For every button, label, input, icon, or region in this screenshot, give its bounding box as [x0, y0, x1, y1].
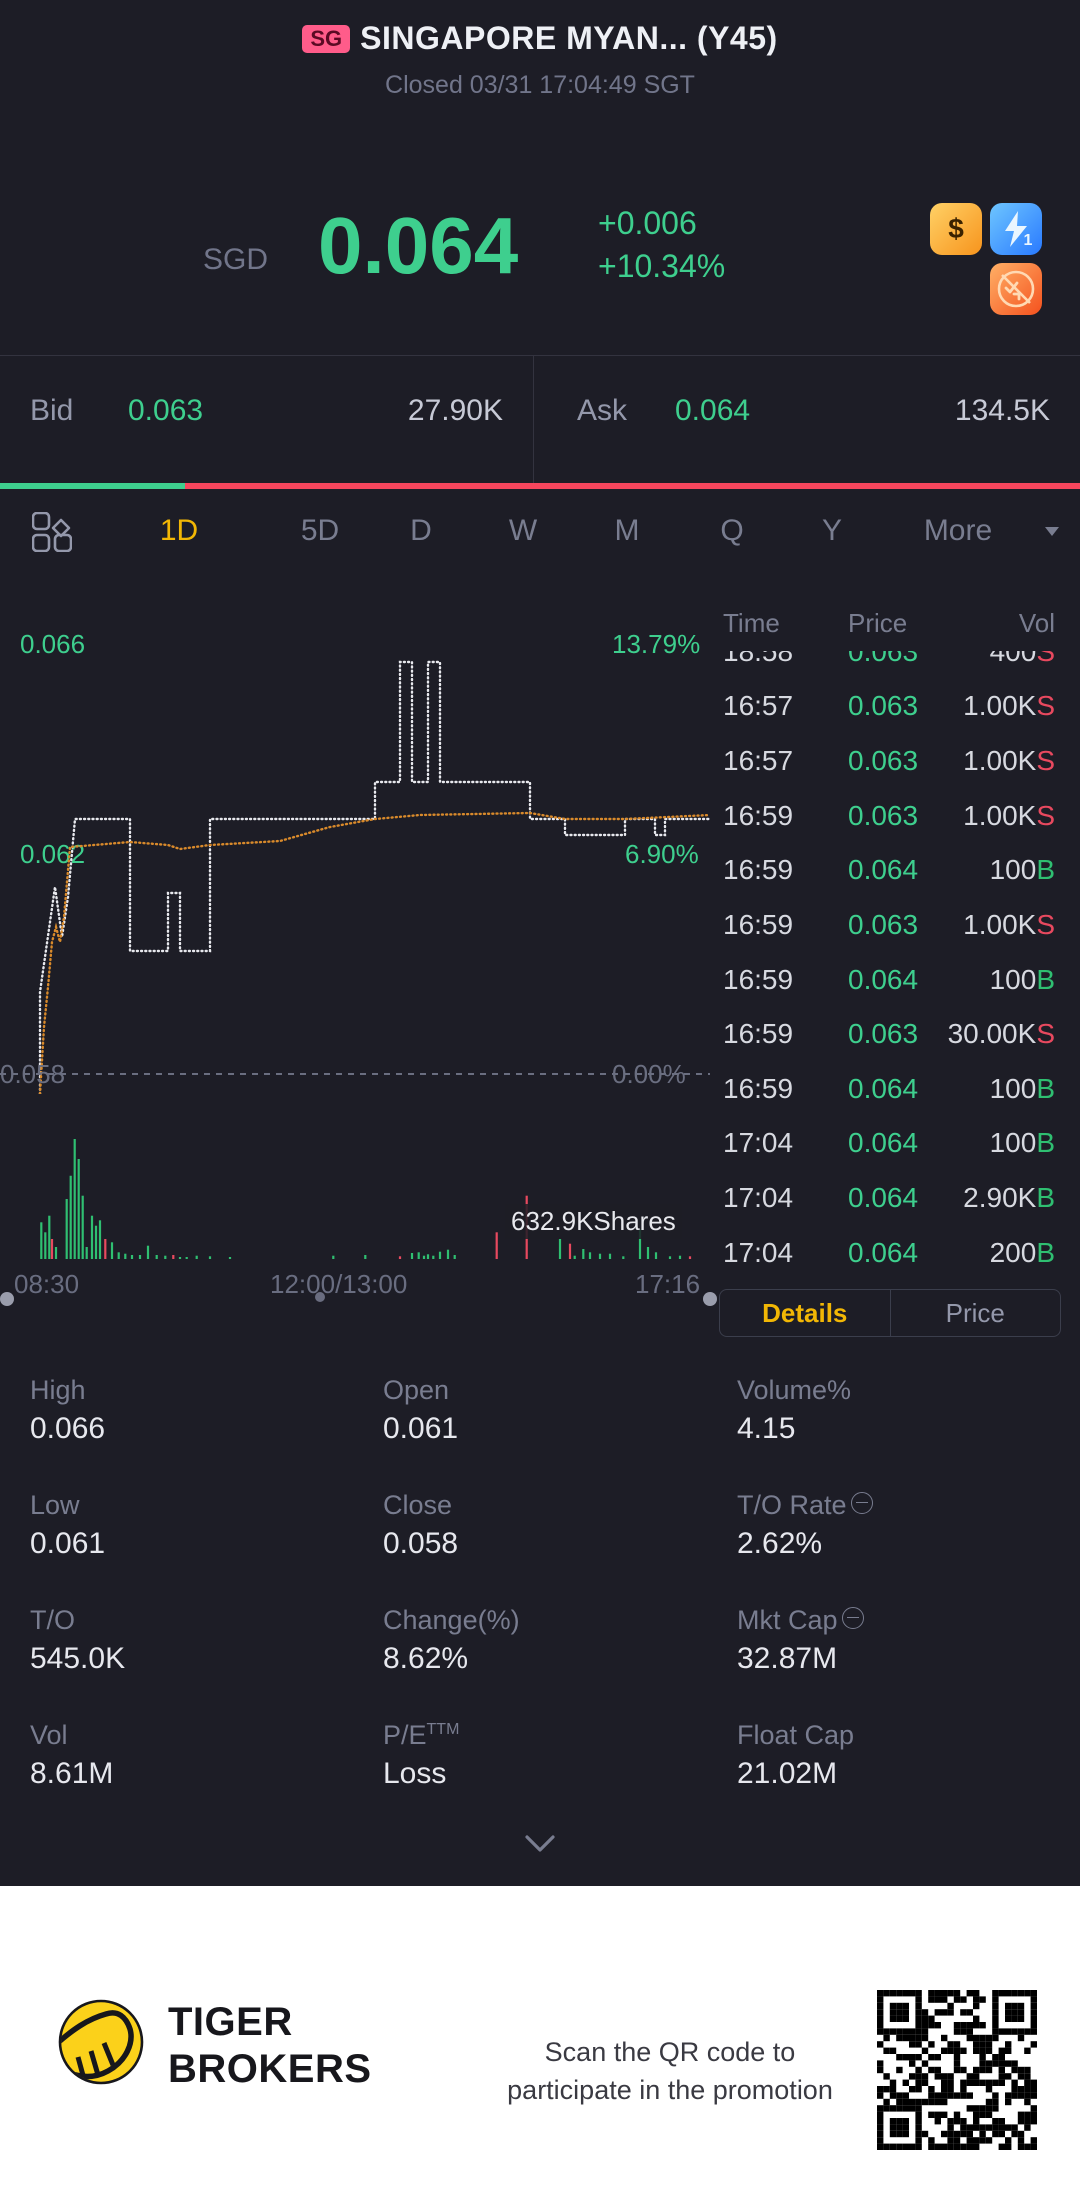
svg-text:1: 1 [1024, 232, 1033, 249]
svg-text:$: $ [948, 213, 964, 244]
